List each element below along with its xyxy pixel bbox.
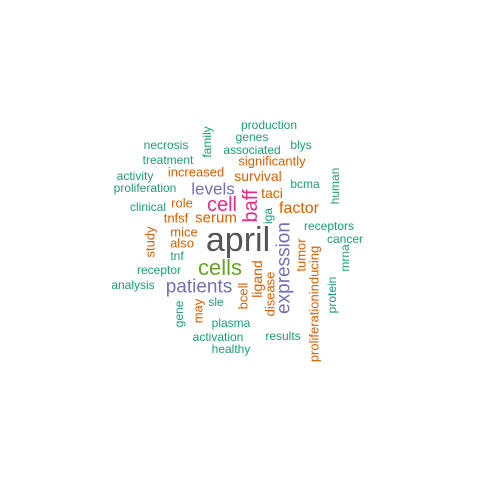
word-associated: associated	[223, 143, 281, 157]
word-survival: survival	[234, 168, 282, 184]
word-proliferationinducing: proliferationinducing	[306, 245, 322, 363]
word-results: results	[265, 329, 301, 343]
word-april: april	[205, 221, 271, 259]
word-gene: gene	[172, 300, 186, 328]
word-bcma: bcma	[290, 177, 320, 191]
word-production: production	[240, 118, 298, 132]
word-receptor: receptor	[136, 263, 182, 277]
word-blys: blys	[290, 138, 312, 152]
word-proliferation: proliferation	[113, 181, 177, 195]
word-necrosis: necrosis	[143, 138, 189, 152]
word-study: study	[142, 226, 158, 258]
word-increased: increased	[167, 164, 225, 180]
word-human: human	[328, 167, 342, 205]
word-disease: disease	[262, 271, 278, 317]
word-healthy: healthy	[211, 342, 251, 356]
word-serum: serum	[195, 209, 237, 227]
word-cancer: cancer	[326, 232, 364, 246]
word-tnfsf: tnfsf	[163, 210, 189, 226]
word-patients: patients	[165, 276, 233, 298]
word-sle: sle	[208, 295, 224, 309]
word-genes: genes	[235, 130, 269, 144]
word-activity: activity	[116, 169, 154, 183]
word-analysis: analysis	[111, 278, 155, 292]
word-receptors: receptors	[303, 219, 355, 233]
word-baff: baff	[240, 189, 262, 223]
word-mice: mice	[170, 224, 198, 240]
word-mrna: mrna	[338, 244, 352, 272]
word-treatment: treatment	[142, 153, 194, 167]
word-tnf: tnf	[170, 249, 184, 263]
word-activation: activation	[192, 330, 244, 344]
word-taci: taci	[261, 185, 283, 201]
word-family: family	[200, 126, 214, 158]
word-significantly: significantly	[238, 153, 306, 169]
word-role: role	[171, 195, 193, 211]
word-cells: cells	[197, 255, 243, 280]
word-levels: levels	[191, 179, 235, 199]
word-clinical: clinical	[129, 200, 167, 214]
word-also: also	[170, 235, 194, 251]
word-iga: iga	[261, 207, 275, 225]
word-plasma: plasma	[211, 316, 251, 330]
word-factor: factor	[278, 200, 320, 217]
word-cell: cell	[206, 194, 238, 216]
word-bcell: bcell	[235, 282, 251, 310]
word-protein: protein	[325, 276, 339, 314]
word-may: may	[190, 298, 206, 324]
